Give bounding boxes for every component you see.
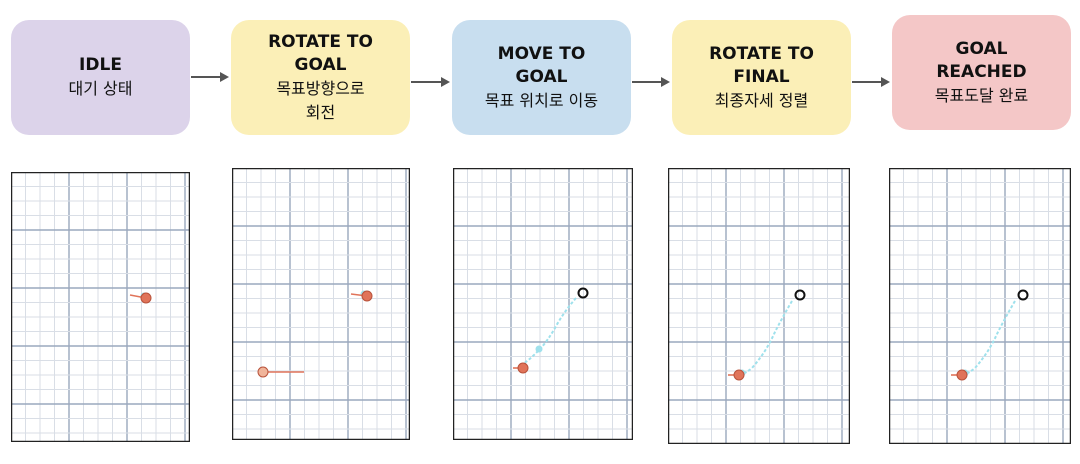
state-move-to-goal: MOVE TO GOAL 목표 위치로 이동 [452, 20, 631, 135]
state-label-ko: 대기 상태 [68, 79, 133, 98]
robot-marker [140, 292, 152, 304]
state-label-ko: 최종자세 정렬 [714, 90, 809, 110]
grid-background [232, 168, 410, 440]
transition-arrow [852, 77, 890, 87]
state-label-en: ROTATE TO GOAL [268, 31, 373, 75]
state-rotate-to-final: ROTATE TO FINAL 최종자세 정렬 [672, 20, 851, 135]
sim-panel-move-to-goal [453, 168, 633, 440]
goal-marker [1017, 289, 1029, 301]
state-label-en: MOVE TO GOAL [497, 43, 586, 87]
transition-arrow [411, 77, 450, 87]
goal-marker [794, 289, 806, 301]
transition-arrow [191, 72, 229, 82]
state-label-ko: 목표방향으로 회전 [276, 78, 365, 122]
grid-background [453, 168, 633, 440]
sim-panel-rotate-to-goal [232, 168, 410, 440]
robot-trail [964, 300, 1016, 375]
state-label-en: GOAL REACHED [936, 38, 1027, 82]
transition-arrow [632, 77, 670, 87]
state-label-ko: 목표도달 완료 [934, 85, 1029, 105]
sim-panel-rotate-to-final [668, 168, 850, 444]
grid-background [889, 168, 1071, 444]
robot-marker [517, 362, 529, 374]
robot-trail [535, 345, 543, 353]
state-goal-reached: GOAL REACHED 목표도달 완료 [892, 15, 1071, 130]
state-label-ko: 목표 위치로 이동 [484, 90, 599, 110]
robot-marker [733, 369, 745, 381]
sim-panel-goal-reached [889, 168, 1071, 444]
state-idle: IDLE 대기 상태 [11, 20, 190, 135]
goal-marker [577, 287, 589, 299]
state-label-en: IDLE [79, 55, 122, 75]
grid-background [668, 168, 850, 444]
robot-marker [361, 290, 373, 302]
state-rotate-to-goal: ROTATE TO GOAL 목표방향으로 회전 [231, 20, 410, 135]
sim-grid [889, 168, 1071, 444]
sim-panel-idle [11, 172, 190, 442]
state-label-en: ROTATE TO FINAL [709, 43, 814, 87]
grid-background [11, 172, 190, 442]
sim-grid [232, 168, 410, 440]
robot-trail [522, 297, 577, 365]
sim-grid [11, 172, 190, 442]
sim-grid [453, 168, 633, 440]
robot-trail [741, 300, 793, 375]
robot-marker [257, 366, 269, 378]
sim-grid [668, 168, 850, 444]
robot-marker [956, 369, 968, 381]
